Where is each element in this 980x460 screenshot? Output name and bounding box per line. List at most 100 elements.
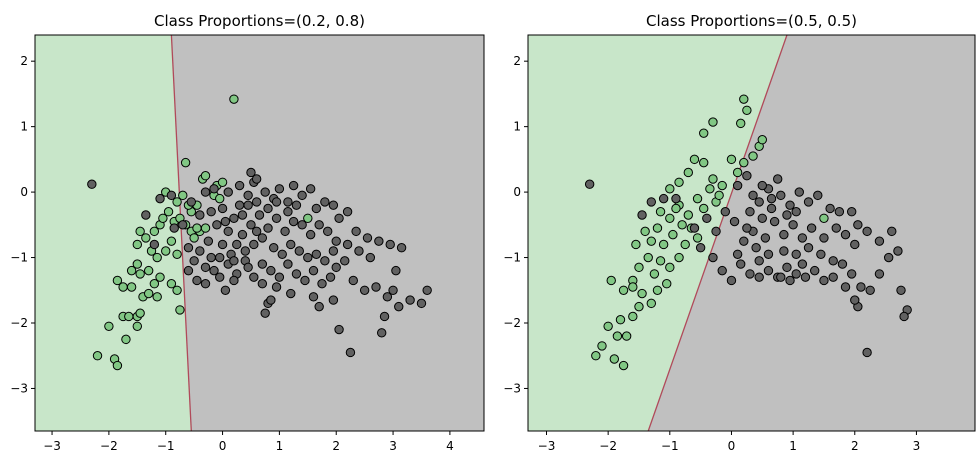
scatter-point-gray [234, 200, 245, 210]
scatter-point-gray [729, 216, 740, 227]
scatter-point-gray [260, 308, 270, 318]
x-tick-label: −1 [157, 439, 175, 453]
scatter-point-green [634, 262, 644, 273]
scatter-point-green [677, 220, 687, 230]
scatter-point-gray [155, 193, 165, 204]
scatter-point-green [152, 292, 162, 302]
scatter-point-green [637, 288, 647, 299]
x-tick-label: −1 [661, 439, 679, 453]
scatter-point-green [135, 226, 145, 237]
scatter-point-gray [192, 275, 202, 286]
scatter-point-gray [215, 252, 225, 263]
scatter-point-green [671, 203, 681, 214]
scatter-point-gray [702, 213, 712, 223]
scatter-point-gray [220, 285, 231, 295]
scatter-point-gray [797, 259, 808, 269]
scatter-point-gray [846, 269, 857, 279]
y-tick-label: −1 [503, 251, 521, 265]
scatter-point-gray [806, 223, 817, 233]
y-tick-label: 2 [20, 54, 28, 68]
scatter-point-gray [779, 246, 789, 256]
scatter-point-gray [788, 220, 798, 230]
scatter-point-gray [374, 236, 384, 246]
scatter-point-gray [584, 179, 595, 189]
scatter-point-gray [274, 272, 285, 282]
scatter-point-green [609, 354, 620, 364]
scatter-point-green [135, 269, 145, 279]
scatter-point-gray [405, 295, 415, 305]
scatter-point-green [217, 177, 228, 187]
scatter-point-gray [785, 200, 795, 210]
scatter-point-gray [243, 190, 253, 201]
scatter-point-gray [766, 193, 777, 204]
scatter-point-gray [887, 226, 897, 237]
scatter-point-gray [776, 272, 786, 282]
scatter-point-gray [271, 282, 282, 292]
scatter-point-gray [840, 229, 851, 240]
scatter-point-green [166, 236, 177, 246]
scatter-point-gray [220, 216, 231, 227]
scatter-point-gray [732, 249, 743, 259]
scatter-point-gray [850, 295, 860, 305]
scatter-point-gray [232, 239, 242, 250]
scatter-point-gray [169, 223, 179, 233]
y-tick-label: 2 [513, 54, 521, 68]
scatter-point-gray [237, 229, 248, 240]
scatter-point-green [172, 249, 182, 259]
scatter-point-green [175, 305, 185, 315]
scatter-point-gray [757, 180, 767, 191]
x-tick-label: −2 [599, 439, 617, 453]
scatter-point-gray [720, 207, 730, 217]
x-tick-label: 2 [851, 439, 859, 453]
scatter-point-gray [334, 324, 344, 335]
scatter-point-gray [217, 203, 228, 214]
scatter-point-green [155, 272, 165, 282]
scatter-point-green [143, 265, 154, 276]
scatter-point-green [652, 223, 663, 233]
scatter-point-gray [271, 197, 282, 207]
scatter-point-gray [229, 213, 239, 223]
scatter-point-gray [754, 272, 764, 282]
scatter-point-gray [846, 207, 857, 217]
scatter-point-green [634, 301, 644, 312]
scatter-point-gray [362, 233, 373, 243]
scatter-point-gray [240, 246, 250, 256]
y-tick-label: −3 [10, 381, 28, 395]
scatter-point-green [166, 279, 177, 289]
scatter-point-gray [286, 239, 296, 250]
scatter-point-gray [348, 275, 358, 286]
scatter-point-green [680, 239, 690, 250]
scatter-point-green [668, 229, 678, 240]
scatter-point-gray [206, 207, 216, 217]
decision-regions [35, 35, 484, 431]
scatter-point-gray [646, 197, 657, 207]
scatter-point-gray [325, 272, 336, 282]
scatter-point-gray [251, 197, 262, 207]
scatter-point-gray [340, 256, 350, 266]
scatter-point-gray [695, 243, 706, 253]
scatter-point-gray [371, 282, 381, 292]
scatter-point-gray [234, 180, 245, 191]
scatter-point-gray [763, 265, 774, 276]
scatter-point-gray [249, 272, 259, 282]
scatter-point-green [163, 207, 174, 217]
scatter-point-gray [217, 239, 228, 250]
scatter-point-gray [263, 203, 273, 214]
scatter-point-green [132, 239, 143, 250]
y-tick-label: 0 [513, 185, 521, 199]
scatter-point-gray [782, 210, 792, 220]
x-tick-label: 3 [389, 439, 397, 453]
scatter-point-gray [308, 265, 319, 276]
scatter-point-green [665, 213, 675, 223]
scatter-point-gray [754, 256, 764, 266]
scatter-point-green [748, 151, 758, 161]
scatter-point-gray [317, 279, 327, 289]
scatter-point-gray [186, 197, 196, 207]
scatter-point-gray [200, 262, 211, 273]
scatter-point-gray [215, 272, 225, 282]
region-green [528, 35, 787, 431]
left-subplot: −3 −2 −1 0 1 2 3 4 −3 −2 −1 0 1 2 Class Proportions=(0… [10, 12, 485, 453]
scatter-point-gray [271, 213, 282, 223]
scatter-point-gray [782, 262, 792, 273]
scatter-point-gray [791, 249, 801, 259]
